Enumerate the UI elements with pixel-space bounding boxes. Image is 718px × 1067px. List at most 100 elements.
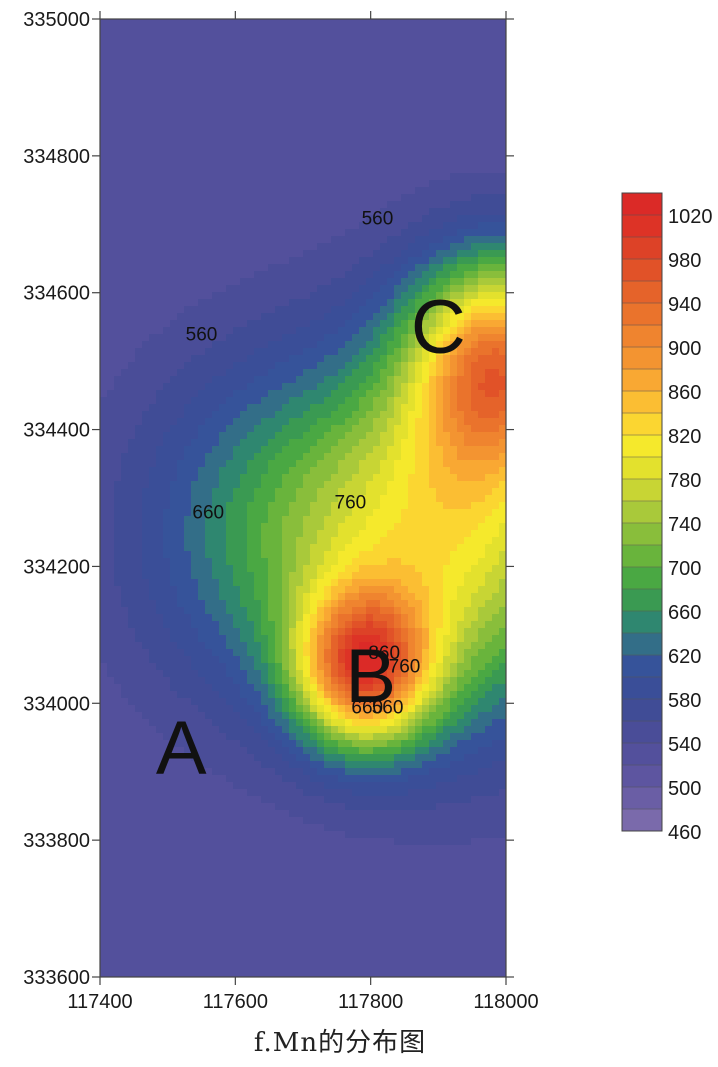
- field-cell: [408, 257, 416, 265]
- field-cell: [443, 551, 451, 559]
- field-cell: [387, 243, 395, 251]
- field-cell: [184, 187, 192, 195]
- field-cell: [373, 61, 381, 69]
- field-cell: [268, 243, 276, 251]
- field-cell: [219, 495, 227, 503]
- field-cell: [499, 488, 506, 496]
- field-cell: [205, 446, 213, 454]
- field-cell: [401, 264, 409, 272]
- field-cell: [366, 278, 374, 286]
- field-cell: [212, 26, 220, 34]
- field-cell: [296, 614, 304, 622]
- field-cell: [331, 61, 339, 69]
- field-cell: [373, 82, 381, 90]
- field-cell: [296, 145, 304, 153]
- field-cell: [142, 19, 150, 27]
- field-cell: [331, 425, 339, 433]
- field-cell: [184, 411, 192, 419]
- field-cell: [191, 607, 199, 615]
- field-cell: [100, 523, 108, 531]
- field-cell: [114, 579, 122, 587]
- field-cell: [128, 19, 136, 27]
- field-cell: [107, 250, 115, 258]
- field-cell: [240, 614, 248, 622]
- field-cell: [261, 320, 269, 328]
- field-cell: [485, 271, 493, 279]
- field-cell: [135, 439, 143, 447]
- field-cell: [345, 439, 353, 447]
- field-cell: [485, 47, 493, 55]
- field-cell: [184, 600, 192, 608]
- field-cell: [387, 152, 395, 160]
- field-cell: [373, 40, 381, 48]
- field-cell: [275, 40, 283, 48]
- field-cell: [457, 425, 465, 433]
- field-cell: [184, 264, 192, 272]
- field-cell: [177, 348, 185, 356]
- field-cell: [240, 285, 248, 293]
- field-cell: [366, 33, 374, 41]
- field-cell: [366, 509, 374, 517]
- field-cell: [394, 362, 402, 370]
- field-cell: [331, 110, 339, 118]
- field-cell: [254, 411, 262, 419]
- field-cell: [198, 327, 206, 335]
- field-cell: [156, 243, 164, 251]
- field-cell: [191, 152, 199, 160]
- field-cell: [282, 481, 290, 489]
- field-cell: [142, 313, 150, 321]
- field-cell: [296, 502, 304, 510]
- field-cell: [163, 215, 171, 223]
- field-cell: [233, 89, 241, 97]
- field-cell: [254, 600, 262, 608]
- field-cell: [443, 264, 451, 272]
- field-cell: [296, 306, 304, 314]
- field-cell: [219, 460, 227, 468]
- field-cell: [352, 271, 360, 279]
- field-cell: [268, 117, 276, 125]
- field-cell: [275, 250, 283, 258]
- field-cell: [177, 565, 185, 573]
- field-cell: [170, 201, 178, 209]
- field-cell: [226, 383, 234, 391]
- field-cell: [240, 474, 248, 482]
- field-cell: [443, 145, 451, 153]
- field-cell: [177, 509, 185, 517]
- field-cell: [170, 474, 178, 482]
- field-cell: [345, 292, 353, 300]
- field-cell: [394, 68, 402, 76]
- field-cell: [373, 509, 381, 517]
- field-cell: [149, 131, 157, 139]
- field-cell: [485, 397, 493, 405]
- field-cell: [457, 474, 465, 482]
- field-cell: [296, 579, 304, 587]
- field-cell: [394, 47, 402, 55]
- field-cell: [338, 180, 346, 188]
- field-cell: [198, 166, 206, 174]
- field-cell: [121, 145, 129, 153]
- field-cell: [268, 502, 276, 510]
- field-cell: [373, 138, 381, 146]
- field-cell: [163, 348, 171, 356]
- field-cell: [345, 614, 353, 622]
- field-cell: [387, 607, 395, 615]
- field-cell: [478, 40, 486, 48]
- field-cell: [163, 397, 171, 405]
- field-cell: [380, 96, 388, 104]
- field-cell: [443, 516, 451, 524]
- field-cell: [212, 236, 220, 244]
- field-cell: [422, 544, 430, 552]
- field-cell: [191, 166, 199, 174]
- field-cell: [303, 481, 311, 489]
- field-cell: [191, 586, 199, 594]
- field-cell: [408, 292, 416, 300]
- field-cell: [170, 271, 178, 279]
- field-cell: [114, 460, 122, 468]
- field-cell: [317, 313, 325, 321]
- field-cell: [373, 75, 381, 83]
- field-cell: [478, 194, 486, 202]
- field-cell: [149, 26, 157, 34]
- field-cell: [485, 600, 493, 608]
- field-cell: [436, 551, 444, 559]
- field-cell: [184, 40, 192, 48]
